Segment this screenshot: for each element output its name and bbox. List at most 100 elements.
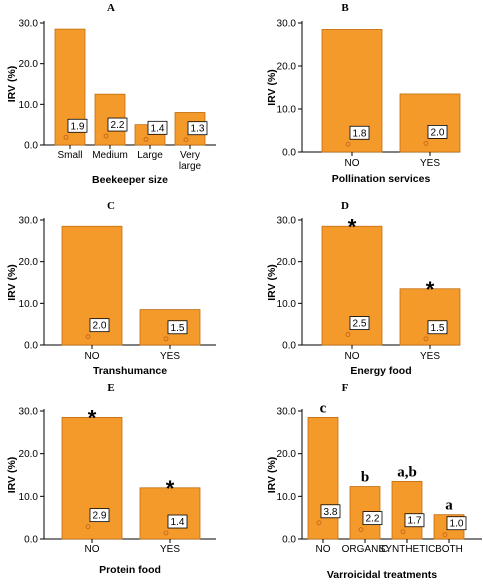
panel-e-y-tick-label: 10.0 <box>19 492 39 503</box>
panel-d-title: D <box>341 200 349 212</box>
panel-d-y-tick-label: 0.0 <box>282 341 296 352</box>
panel-a-data-label: 1.9 <box>71 121 85 132</box>
panel-e-data-label: 1.4 <box>171 517 185 528</box>
panel-a-y-tick-label: 10.0 <box>19 100 39 111</box>
panel-d-y-tick-label: 20.0 <box>277 257 297 268</box>
panel-f-group-letter: b <box>361 470 369 486</box>
panel-b-y-tick-label: 10.0 <box>277 105 297 116</box>
panel-f-data-label: 1.7 <box>408 516 422 527</box>
panel-c-data-label-box <box>167 320 188 335</box>
panel-f-bar <box>391 480 423 540</box>
panel-a-x-axis-title: Beekeeper size <box>92 174 168 186</box>
panel-e-y-axis-label: IRV (%) <box>6 457 18 494</box>
panel-f-data-label-box <box>320 504 341 519</box>
panel-b-y-tick-label: 30.0 <box>277 19 297 30</box>
panel-d-y-axis-label: IRV (%) <box>266 264 278 301</box>
panel-b-category-label: NO <box>345 158 360 169</box>
panel-c-data-label-box <box>89 318 110 333</box>
panel-d-y-tick-label: 10.0 <box>277 299 297 310</box>
panel-a-y-tick-label: 20.0 <box>19 59 39 70</box>
panel-b-point <box>423 140 429 146</box>
panel-d-data-label: 1.5 <box>431 323 445 334</box>
panel-c-y-tick-label: 10.0 <box>19 299 39 310</box>
panel-d-x-axis-title: Energy food <box>350 365 411 377</box>
panel-e-bar <box>139 487 201 540</box>
panel-c-category-label: YES <box>160 351 180 362</box>
panel-b-data-label-box <box>349 125 370 140</box>
panel-f-category-label: SYNTHETIC <box>379 544 436 555</box>
panel-f-data-label: 3.8 <box>324 507 338 518</box>
panel-b-data-label-box <box>427 125 448 139</box>
panel-f-category-label: BOTH <box>435 544 463 555</box>
panel-d-point <box>423 336 429 342</box>
panel-c-title: C <box>107 200 115 212</box>
panel-f-data-label: 2.2 <box>366 514 380 525</box>
panel-d-bar <box>399 288 461 346</box>
panel-f-point <box>400 529 406 535</box>
panel-a-data-label-box <box>67 118 88 133</box>
panel-a-y-tick-label: 30.0 <box>19 19 39 30</box>
panel-a-point <box>183 137 189 143</box>
panel-e-category-label: YES <box>160 544 180 555</box>
panel-d-y-tick-label: 30.0 <box>277 216 297 227</box>
panel-a-title: A <box>107 2 115 14</box>
panel-b-y-axis-label: IRV (%) <box>266 69 278 106</box>
panel-e-point <box>163 530 169 536</box>
panel-d-data-label: 2.5 <box>353 319 367 330</box>
panel-e-data-label-box <box>89 508 110 523</box>
panel-f-title: F <box>342 382 349 394</box>
panel-a-data-label-box <box>147 120 168 135</box>
panel-b-category-label: YES <box>420 158 440 169</box>
panel-e-title: E <box>107 382 114 394</box>
panel-f-data-label-box <box>362 511 383 526</box>
panel-f-y-tick-label: 20.0 <box>277 449 297 460</box>
panel-e-data-label: 2.9 <box>93 511 107 522</box>
panel-a-data-label-box <box>187 121 208 136</box>
panel-e-y-tick-label: 20.0 <box>19 449 39 460</box>
panel-c-y-tick-label: 30.0 <box>19 216 39 227</box>
panel-a-category-label: Very <box>180 150 200 161</box>
panel-b-y-tick-label: 20.0 <box>277 62 297 73</box>
panel-f-point <box>442 532 448 538</box>
panel-d-point <box>345 332 351 337</box>
panel-c-data-label: 1.5 <box>171 323 185 334</box>
panel-f-data-label-box <box>404 513 425 528</box>
panel-f-y-tick-label: 0.0 <box>282 535 296 546</box>
panel-b-title: B <box>341 2 349 14</box>
panel-f-y-axis-label: IRV (%) <box>266 457 278 494</box>
panel-f-data-label: 1.0 <box>450 519 464 530</box>
panel-b-data-label: 2.0 <box>431 127 445 138</box>
panel-c-y-axis-label: IRV (%) <box>6 264 18 301</box>
panel-e-data-label-box <box>167 514 188 529</box>
panel-f-group-letter: c <box>320 400 327 416</box>
panel-e-point <box>85 524 91 530</box>
panel-b-bar <box>399 93 461 153</box>
panel-a-point <box>143 136 149 142</box>
panel-f-group-letter: a <box>445 498 453 514</box>
panel-e-significance-star: * <box>88 405 97 430</box>
panel-e-x-axis-title: Protein food <box>99 564 161 576</box>
panel-b-x-axis-title: Pollination services <box>332 173 431 185</box>
panel-b-data-label: 1.8 <box>353 128 367 139</box>
panel-a-data-label-box <box>107 117 128 132</box>
panel-c-x-axis-title: Transhumance <box>93 365 167 377</box>
panel-e-significance-star: * <box>166 476 175 501</box>
panel-d-category-label: NO <box>345 351 360 362</box>
panel-d-category-label: YES <box>420 351 440 362</box>
panel-f-category-label: NO <box>316 544 331 555</box>
panel-a-point <box>63 134 69 140</box>
panel-c-category-label: NO <box>85 351 100 362</box>
panel-c-data-label: 2.0 <box>93 321 107 332</box>
panel-a-y-axis-label: IRV (%) <box>6 66 18 103</box>
panel-a-category-label: Medium <box>92 150 128 161</box>
panel-a-data-label: 1.3 <box>191 124 205 135</box>
panel-a-point <box>103 133 109 139</box>
panel-a-category-label: Small <box>57 150 82 161</box>
panel-d-significance-star: * <box>426 277 435 302</box>
panel-c-y-tick-label: 0.0 <box>24 341 38 352</box>
panel-f-data-label-box <box>446 516 467 531</box>
panel-e-y-tick-label: 0.0 <box>24 535 38 546</box>
panel-c-point <box>163 336 169 342</box>
panel-a-category-label: Large <box>137 150 163 161</box>
